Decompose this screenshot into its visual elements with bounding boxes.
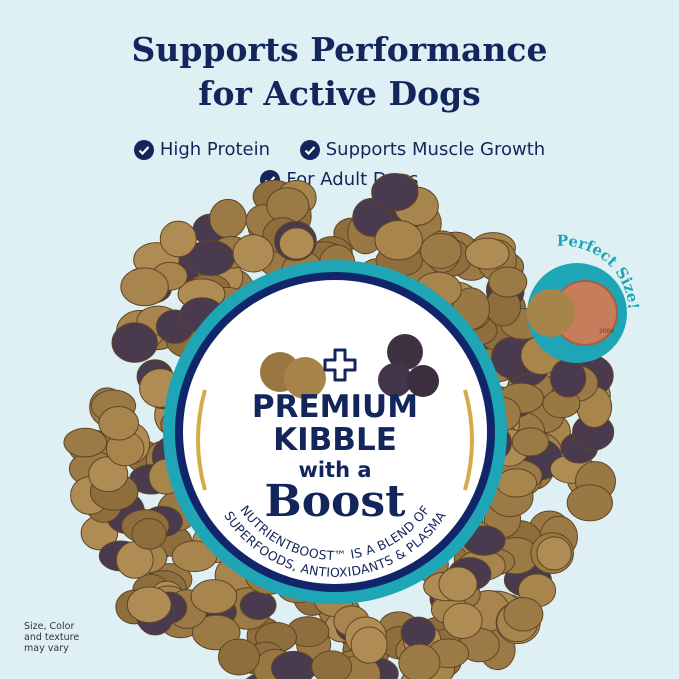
size-comparison-circle: 2006 bbox=[527, 263, 627, 363]
boost-badge: NUTRIENTBOOST™ IS A BLEND OF SUPERFOODS,… bbox=[163, 260, 507, 604]
check-circle-icon bbox=[299, 139, 320, 160]
kibble-piece bbox=[438, 566, 478, 602]
headline-line1: Supports Performance bbox=[131, 30, 548, 69]
benefits-row-1: High Protein Supports Muscle Growth bbox=[0, 139, 679, 165]
kibble-piece bbox=[503, 597, 544, 632]
kibble-piece bbox=[566, 484, 613, 522]
kibble-piece bbox=[131, 518, 167, 550]
badge-line1: PREMIUM bbox=[251, 389, 419, 425]
coin-year: 2006 bbox=[599, 328, 614, 335]
kibble-piece bbox=[63, 427, 108, 458]
kibble-piece bbox=[374, 219, 423, 261]
disclaimer: Size, Color and texture may vary bbox=[24, 621, 80, 654]
badge-line3: with a bbox=[298, 458, 372, 482]
check-circle-icon bbox=[133, 139, 154, 160]
benefit-item: High Protein bbox=[133, 139, 270, 160]
kibble-piece bbox=[350, 626, 388, 664]
kibble-piece bbox=[511, 427, 550, 457]
headline-line2: for Active Dogs bbox=[198, 74, 481, 113]
kibble-piece bbox=[311, 650, 353, 679]
kibble-piece bbox=[120, 267, 169, 307]
kibble-image bbox=[527, 289, 575, 337]
badge-line4: Boost bbox=[264, 476, 406, 527]
kibble-piece bbox=[232, 234, 274, 273]
kibble-piece bbox=[536, 536, 572, 571]
kibble-piece bbox=[400, 616, 436, 649]
kibble-piece bbox=[209, 198, 247, 239]
badge-art: NUTRIENTBOOST™ IS A BLEND OF SUPERFOODS,… bbox=[196, 334, 474, 580]
kibble-piece bbox=[190, 579, 238, 615]
kibble-piece bbox=[464, 237, 510, 270]
kibble-piece bbox=[111, 322, 158, 363]
kibble-piece bbox=[217, 638, 260, 676]
kibble-piece bbox=[278, 227, 315, 260]
kibble-piece bbox=[419, 232, 462, 270]
badge-line2: KIBBLE bbox=[273, 422, 397, 458]
kibble-piece bbox=[488, 266, 528, 298]
kibble-piece bbox=[98, 406, 140, 441]
plus-icon bbox=[323, 348, 357, 382]
headline: Supports Performance for Active Dogs bbox=[0, 28, 679, 116]
kibble-piece bbox=[126, 586, 172, 624]
benefit-item: Supports Muscle Growth bbox=[299, 139, 545, 160]
kibble-piece bbox=[159, 220, 197, 258]
kibble-piece bbox=[371, 173, 419, 212]
kibble-piece bbox=[191, 614, 241, 651]
kibble-piece bbox=[549, 358, 587, 398]
kibble-piece bbox=[239, 590, 277, 620]
kibble-piece bbox=[442, 602, 483, 639]
kibble-piece bbox=[495, 468, 538, 498]
kibble-piece bbox=[398, 643, 441, 679]
